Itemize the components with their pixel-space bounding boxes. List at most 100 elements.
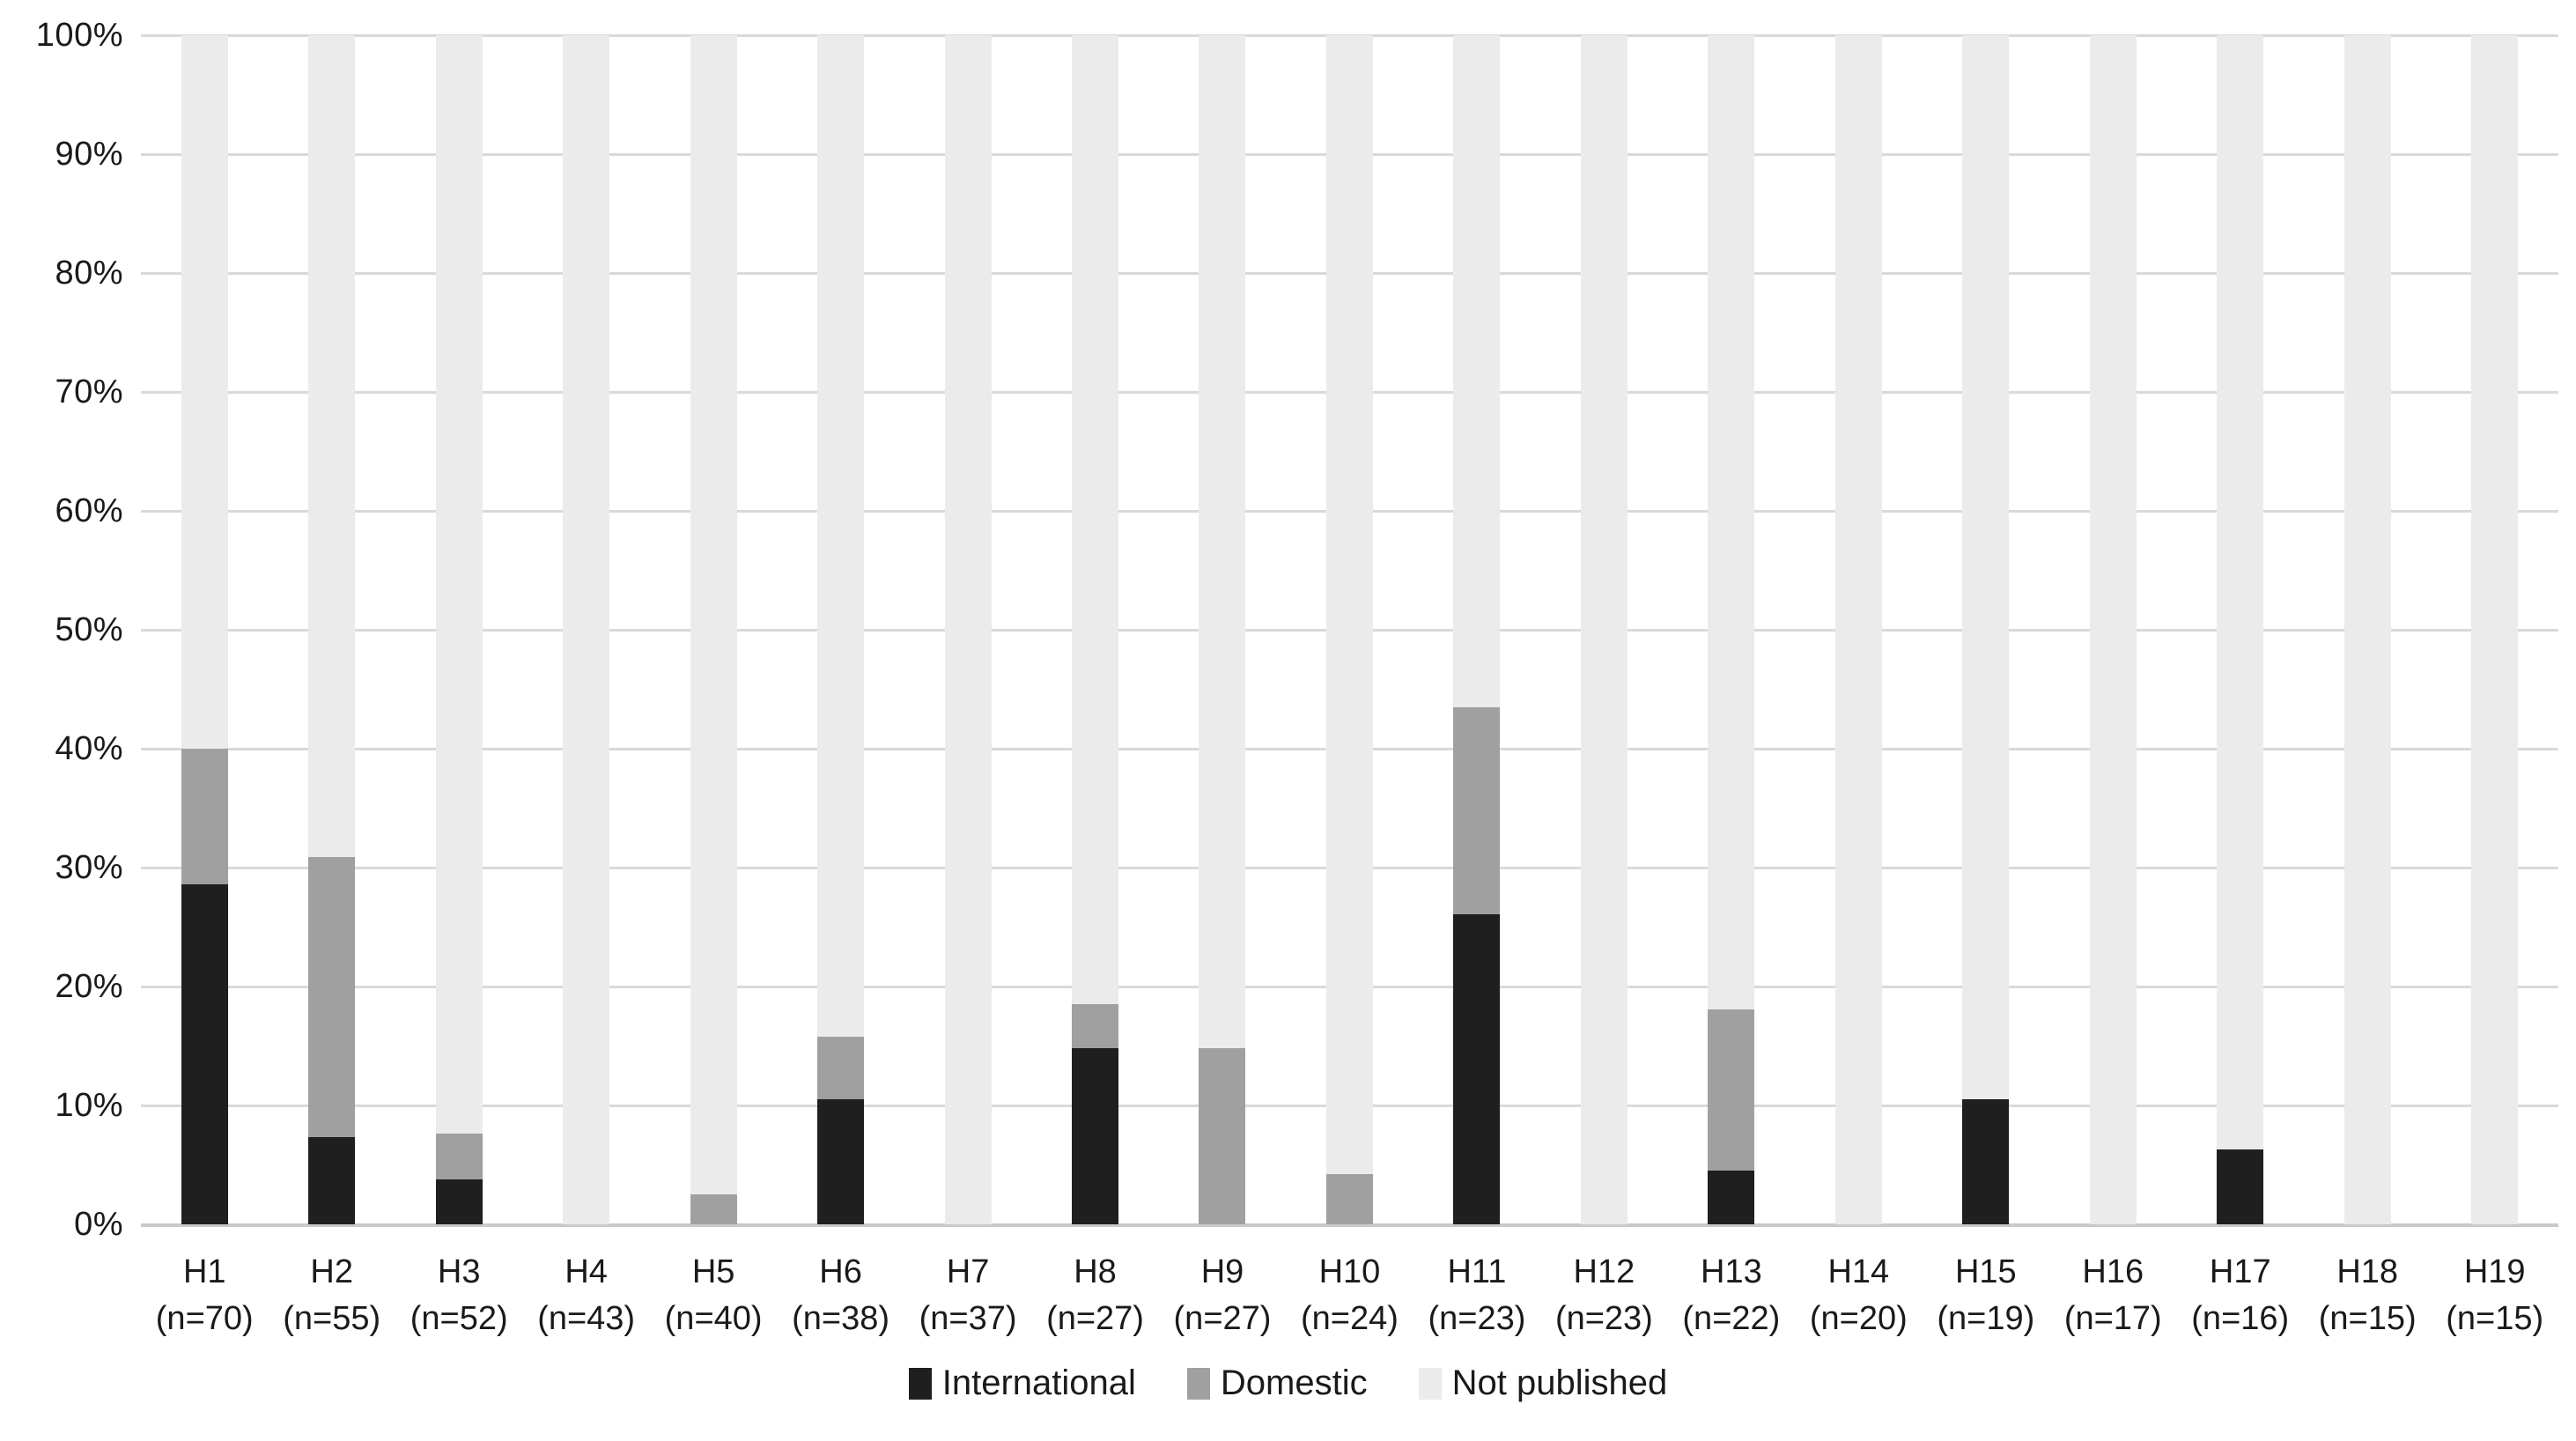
x-axis-label-h2: H2 (n=55) <box>268 1249 395 1342</box>
x-axis-label-h4: H4 (n=43) <box>522 1249 649 1342</box>
bar-column-h3 <box>395 35 522 1224</box>
gridline-0 <box>141 1223 2558 1227</box>
y-axis-tick-label: 40% <box>55 730 123 767</box>
bar-column-h2 <box>268 35 395 1224</box>
x-axis-n-label: (n=38) <box>792 1300 890 1337</box>
stacked-bar-h9 <box>1199 35 1246 1224</box>
x-axis-category-label: H2 <box>310 1253 353 1290</box>
x-axis-label-h19: H19 (n=15) <box>2431 1249 2558 1342</box>
x-axis-category-label: H13 <box>1701 1253 1762 1290</box>
bar-segment-not-published <box>2217 35 2264 1149</box>
x-axis-label-h5: H5 (n=40) <box>650 1249 777 1342</box>
bar-segment-domestic <box>435 1134 483 1179</box>
x-axis-category-label: H18 <box>2336 1253 2399 1290</box>
x-axis-label-h11: H11 (n=23) <box>1413 1249 1540 1342</box>
y-axis-tick-label: 30% <box>55 849 123 886</box>
bar-column-h10 <box>1286 35 1413 1224</box>
x-axis-n-label: (n=27) <box>1046 1300 1144 1337</box>
bar-segment-not-published <box>1708 35 1755 1009</box>
x-axis-category-label: H1 <box>182 1253 226 1290</box>
x-axis-n-label: (n=43) <box>537 1300 636 1337</box>
stacked-bar-h13 <box>1708 35 1755 1224</box>
stacked-bar-h12 <box>1580 35 1628 1224</box>
bar-segment-not-published <box>1962 35 2010 1100</box>
legend: International Domestic Not published <box>0 1363 2576 1403</box>
stacked-bar-h3 <box>435 35 483 1224</box>
bar-column-h16 <box>2049 35 2176 1224</box>
stacked-bar-h14 <box>1834 35 1882 1224</box>
bar-segment-not-published <box>817 35 865 1037</box>
x-axis-category-label: H4 <box>565 1253 608 1290</box>
x-axis-category-label: H15 <box>1954 1253 2017 1290</box>
stacked-bar-h17 <box>2217 35 2264 1224</box>
stacked-bar-h10 <box>1325 35 1373 1224</box>
x-axis-category-label: H19 <box>2463 1253 2526 1290</box>
x-axis-n-label: (n=16) <box>2191 1300 2290 1337</box>
bar-segment-international <box>1453 913 1501 1224</box>
x-axis-label-h1: H1 (n=70) <box>141 1249 268 1342</box>
legend-swatch-domestic-icon <box>1186 1367 1210 1400</box>
y-axis-tick-label: 100% <box>35 17 123 54</box>
bar-segment-not-published <box>435 35 483 1134</box>
x-axis-label-h15: H15 (n=19) <box>1923 1249 2049 1342</box>
bar-segment-not-published <box>1453 35 1501 707</box>
bar-column-h17 <box>2177 35 2304 1224</box>
x-axis-n-label: (n=24) <box>1301 1300 1399 1337</box>
x-axis-label-h7: H7 (n=37) <box>904 1249 1031 1342</box>
bar-column-h14 <box>1795 35 1922 1224</box>
x-axis-label-h9: H9 (n=27) <box>1159 1249 1286 1342</box>
bar-segment-domestic <box>1708 1009 1755 1171</box>
x-axis-category-label: H7 <box>946 1253 990 1290</box>
bar-column-h9 <box>1159 35 1286 1224</box>
bar-segment-not-published <box>2343 35 2391 1224</box>
stacked-bar-h15 <box>1962 35 2010 1224</box>
x-axis-category-label: H16 <box>2082 1253 2144 1290</box>
bar-segment-domestic <box>1072 1004 1119 1049</box>
bar-segment-not-published <box>1834 35 1882 1224</box>
x-axis-category-label: H17 <box>2209 1253 2271 1290</box>
bar-segment-domestic <box>1199 1048 1246 1224</box>
y-axis-tick-label: 90% <box>55 136 123 173</box>
legend-item-international: International <box>908 1363 1136 1403</box>
bar-column-h11 <box>1413 35 1540 1224</box>
bar-segment-domestic <box>817 1036 865 1100</box>
bar-segment-international <box>1708 1171 1755 1224</box>
bar-segment-domestic <box>1325 1174 1373 1224</box>
bar-column-h4 <box>522 35 649 1224</box>
x-axis-category-label: H12 <box>1573 1253 1635 1290</box>
stacked-bar-h1 <box>181 35 228 1224</box>
x-axis-n-label: (n=15) <box>2446 1300 2544 1337</box>
bar-segment-domestic <box>181 749 228 884</box>
x-axis-label-h6: H6 (n=38) <box>777 1249 904 1342</box>
x-axis-n-label: (n=23) <box>1428 1300 1526 1337</box>
x-axis-label-h18: H18 (n=15) <box>2304 1249 2431 1342</box>
x-axis-label-h10: H10 (n=24) <box>1286 1249 1413 1342</box>
legend-label: Domestic <box>1220 1363 1368 1402</box>
bar-segment-international <box>181 883 228 1224</box>
bar-column-h12 <box>1540 35 1667 1224</box>
y-axis-tick-label: 60% <box>55 492 123 529</box>
bar-segment-international <box>435 1179 483 1224</box>
x-axis-n-label: (n=52) <box>410 1300 508 1337</box>
y-axis-tick-label: 10% <box>55 1087 123 1124</box>
y-axis-tick-label: 0% <box>74 1206 123 1243</box>
x-axis-n-label: (n=70) <box>155 1300 254 1337</box>
bar-segment-international <box>1072 1048 1119 1224</box>
x-axis-label-h8: H8 (n=27) <box>1031 1249 1158 1342</box>
bar-column-h7 <box>904 35 1031 1224</box>
y-axis-tick-label: 80% <box>55 255 123 292</box>
bar-column-h8 <box>1031 35 1158 1224</box>
x-axis-label-h16: H16 (n=17) <box>2049 1249 2176 1342</box>
bar-column-h1 <box>141 35 268 1224</box>
bar-column-h19 <box>2431 35 2558 1224</box>
x-axis-category-label: H8 <box>1074 1253 1117 1290</box>
legend-swatch-international-icon <box>908 1367 932 1400</box>
stacked-bar-h6 <box>817 35 865 1224</box>
stacked-bar-h8 <box>1072 35 1119 1224</box>
bar-segment-international <box>1962 1099 2010 1224</box>
bar-segment-not-published <box>1199 35 1246 1049</box>
bar-segment-domestic <box>308 856 356 1138</box>
bar-segment-domestic <box>1453 706 1501 914</box>
x-axis-label-h14: H14 (n=20) <box>1795 1249 1922 1342</box>
